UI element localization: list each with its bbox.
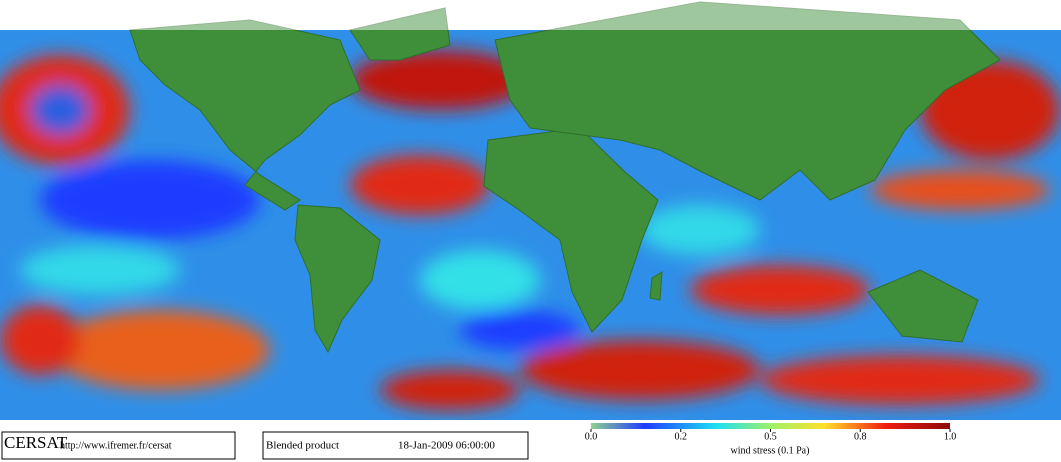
url[interactable]: http://www.ifremer.fr/cersat bbox=[60, 440, 172, 451]
colorbar-ticks: 0.0 0.2 0.5 0.8 1.0 bbox=[585, 429, 957, 442]
product: Blended product bbox=[266, 440, 339, 452]
madagascar bbox=[649, 271, 663, 301]
logo-box bbox=[1, 431, 236, 460]
eurasia bbox=[494, 1, 1001, 201]
colorbar-tick-label: 0.5 bbox=[764, 431, 777, 442]
colorbar bbox=[591, 423, 950, 429]
colorbar-label: wind stress (0.1 Pa) bbox=[731, 445, 810, 456]
polar-mask bbox=[0, 0, 1061, 30]
north-america bbox=[129, 19, 361, 211]
land bbox=[129, 1, 1001, 354]
colorbar-tick-label: 1.0 bbox=[944, 431, 957, 442]
africa bbox=[483, 127, 659, 333]
australia bbox=[867, 269, 979, 343]
south-america bbox=[294, 204, 381, 354]
colorbar-tick-label: 0.0 bbox=[585, 431, 598, 442]
datetime: 18-Jan-2009 06:00:00 bbox=[398, 440, 495, 452]
logo: CERSAT bbox=[4, 433, 68, 452]
colorbar-tick-label: 0.2 bbox=[675, 431, 688, 442]
colorbar-tick-label: 0.8 bbox=[854, 431, 867, 442]
product-box bbox=[262, 431, 529, 460]
